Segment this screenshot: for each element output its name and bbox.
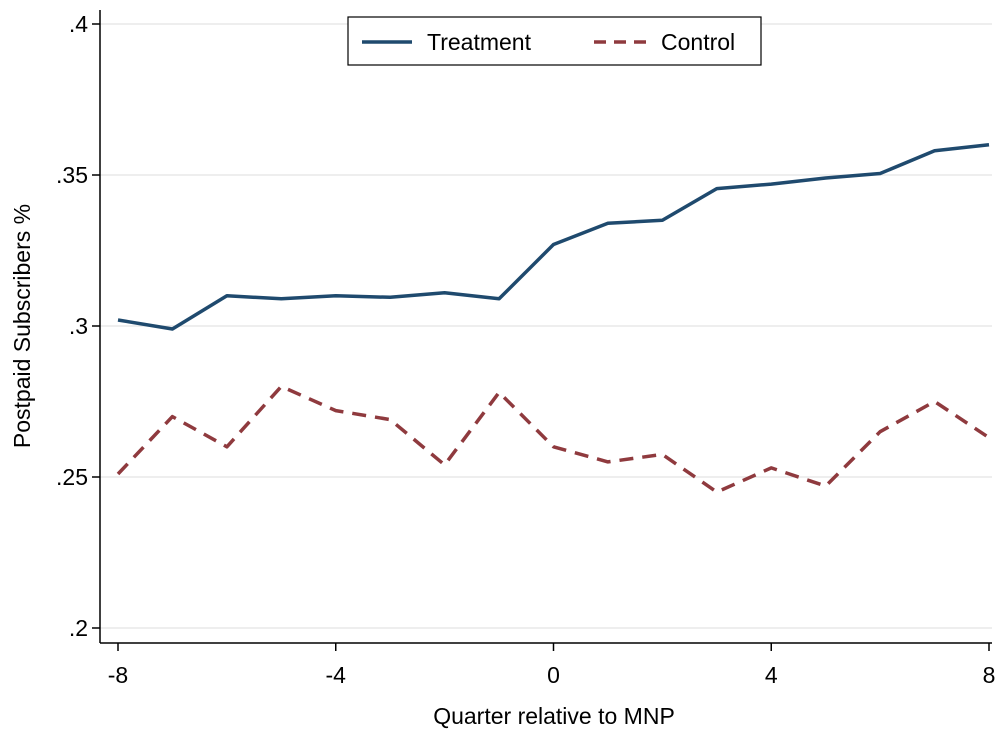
legend: Treatment Control (347, 16, 762, 66)
legend-box (347, 16, 762, 66)
x-tick-label: -8 (108, 662, 128, 688)
x-tick-label: 0 (547, 662, 560, 688)
y-tick-label: .35 (56, 162, 88, 188)
y-tick-label: .4 (69, 11, 88, 37)
x-ticks: -8 -4 0 4 8 (108, 643, 996, 688)
x-axis-label: Quarter relative to MNP (433, 703, 675, 729)
x-tick-label: 8 (983, 662, 996, 688)
y-tick-label: .3 (69, 313, 88, 339)
series-line-treatment (117, 143, 990, 331)
x-tick-label: -4 (326, 662, 347, 688)
legend-label-control: Control (661, 29, 735, 55)
y-ticks: .2 .25 .3 .35 .4 (56, 11, 100, 641)
x-tick-label: 4 (765, 662, 778, 688)
gridlines (100, 23, 992, 629)
y-tick-label: .25 (56, 464, 88, 490)
series-line-control (116, 384, 990, 494)
legend-label-treatment: Treatment (427, 29, 532, 55)
y-tick-label: .2 (69, 615, 88, 641)
series-lines (116, 143, 990, 494)
y-axis-label: Postpaid Subscribers % (9, 204, 35, 448)
